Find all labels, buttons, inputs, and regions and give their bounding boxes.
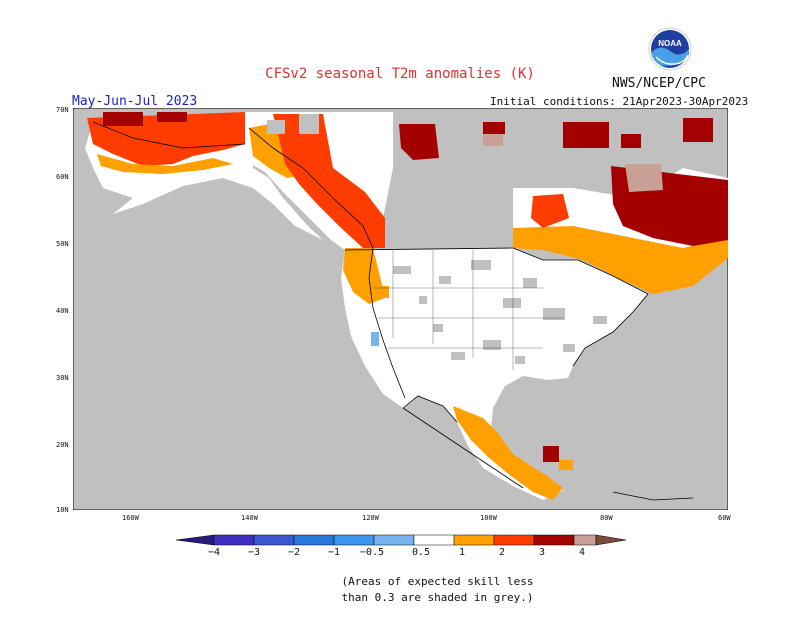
lon-label: 100W	[480, 514, 497, 522]
lat-label: 60N	[56, 173, 69, 181]
skill-footnote-line1: (Areas of expected skill less	[341, 575, 534, 588]
lon-label: 160W	[122, 514, 139, 522]
lat-label: 70N	[56, 106, 69, 114]
lat-label: 20N	[56, 441, 69, 449]
svg-text:NOAA: NOAA	[658, 39, 682, 48]
legend-label: −2	[288, 547, 301, 558]
skill-footnote-line2: than 0.3 are shaded in grey.)	[341, 591, 534, 604]
lat-label: 10N	[56, 506, 69, 514]
lat-label: 50N	[56, 240, 69, 248]
legend-bands	[213, 534, 597, 546]
legend-label: 2	[499, 547, 506, 558]
new-england-warm	[648, 258, 683, 288]
legend-label: 3	[539, 547, 546, 558]
legend-label: −4	[208, 547, 221, 558]
organization-label: NWS/NCEP/CPC	[612, 76, 706, 91]
canada-west-warm-1	[273, 114, 385, 248]
mexico-warm	[453, 406, 563, 500]
map-title: CFSv2 seasonal T2m anomalies (K)	[265, 66, 535, 82]
legend-label: 0.5	[412, 547, 431, 558]
color-legend	[170, 532, 630, 552]
lon-label: 120W	[362, 514, 379, 522]
noaa-logo: NOAA	[648, 27, 692, 75]
canada-east-warm-1	[531, 194, 569, 228]
lat-label: 30N	[56, 374, 69, 382]
legend-label: 1	[459, 547, 466, 558]
alaska-warm-05	[97, 154, 233, 174]
legend-label: −3	[248, 547, 261, 558]
canada-central-warm-2	[399, 124, 439, 160]
canada-east-warm-3	[625, 164, 663, 192]
legend-label: −0.5	[360, 547, 385, 558]
lon-label: 80W	[600, 514, 613, 522]
legend-label: −1	[328, 547, 341, 558]
land-neutral-us-mexico	[341, 248, 648, 500]
forecast-period: May-Jun-Jul 2023	[72, 94, 198, 109]
initial-conditions: Initial conditions: 21Apr2023-30Apr2023	[490, 95, 749, 108]
legend-label: 4	[579, 547, 586, 558]
legend-arrow-right	[595, 534, 627, 546]
legend-arrow-left	[175, 534, 215, 546]
lon-label: 60W	[718, 514, 731, 522]
lon-label: 140W	[241, 514, 258, 522]
lat-label: 40N	[56, 307, 69, 315]
anomaly-map	[72, 107, 729, 514]
